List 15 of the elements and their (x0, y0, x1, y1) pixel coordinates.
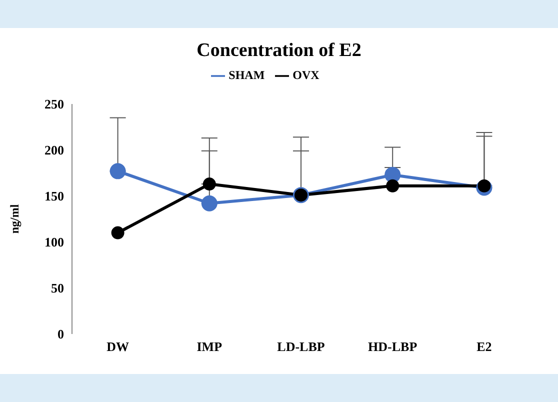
y-tick-label: 100 (44, 234, 64, 250)
y-tick-label: 200 (44, 142, 64, 158)
x-tick-label: IMP (196, 339, 222, 354)
legend-label: OVX (292, 68, 320, 82)
x-tick-label: E2 (476, 339, 492, 354)
y-tick-label: 150 (44, 188, 64, 204)
y-tick-label: 0 (58, 326, 64, 342)
y-tick-label: 50 (51, 280, 64, 296)
legend-label: SHAM (228, 68, 265, 82)
x-tick-label: HD-LBP (368, 339, 418, 354)
x-tick-label: DW (106, 339, 129, 354)
chart-title: Concentration of E2 (196, 40, 362, 62)
x-tick-label: LD-LBP (277, 339, 325, 354)
y-tick-label: 250 (44, 96, 64, 112)
y-axis-title: ng/ml (7, 204, 22, 234)
